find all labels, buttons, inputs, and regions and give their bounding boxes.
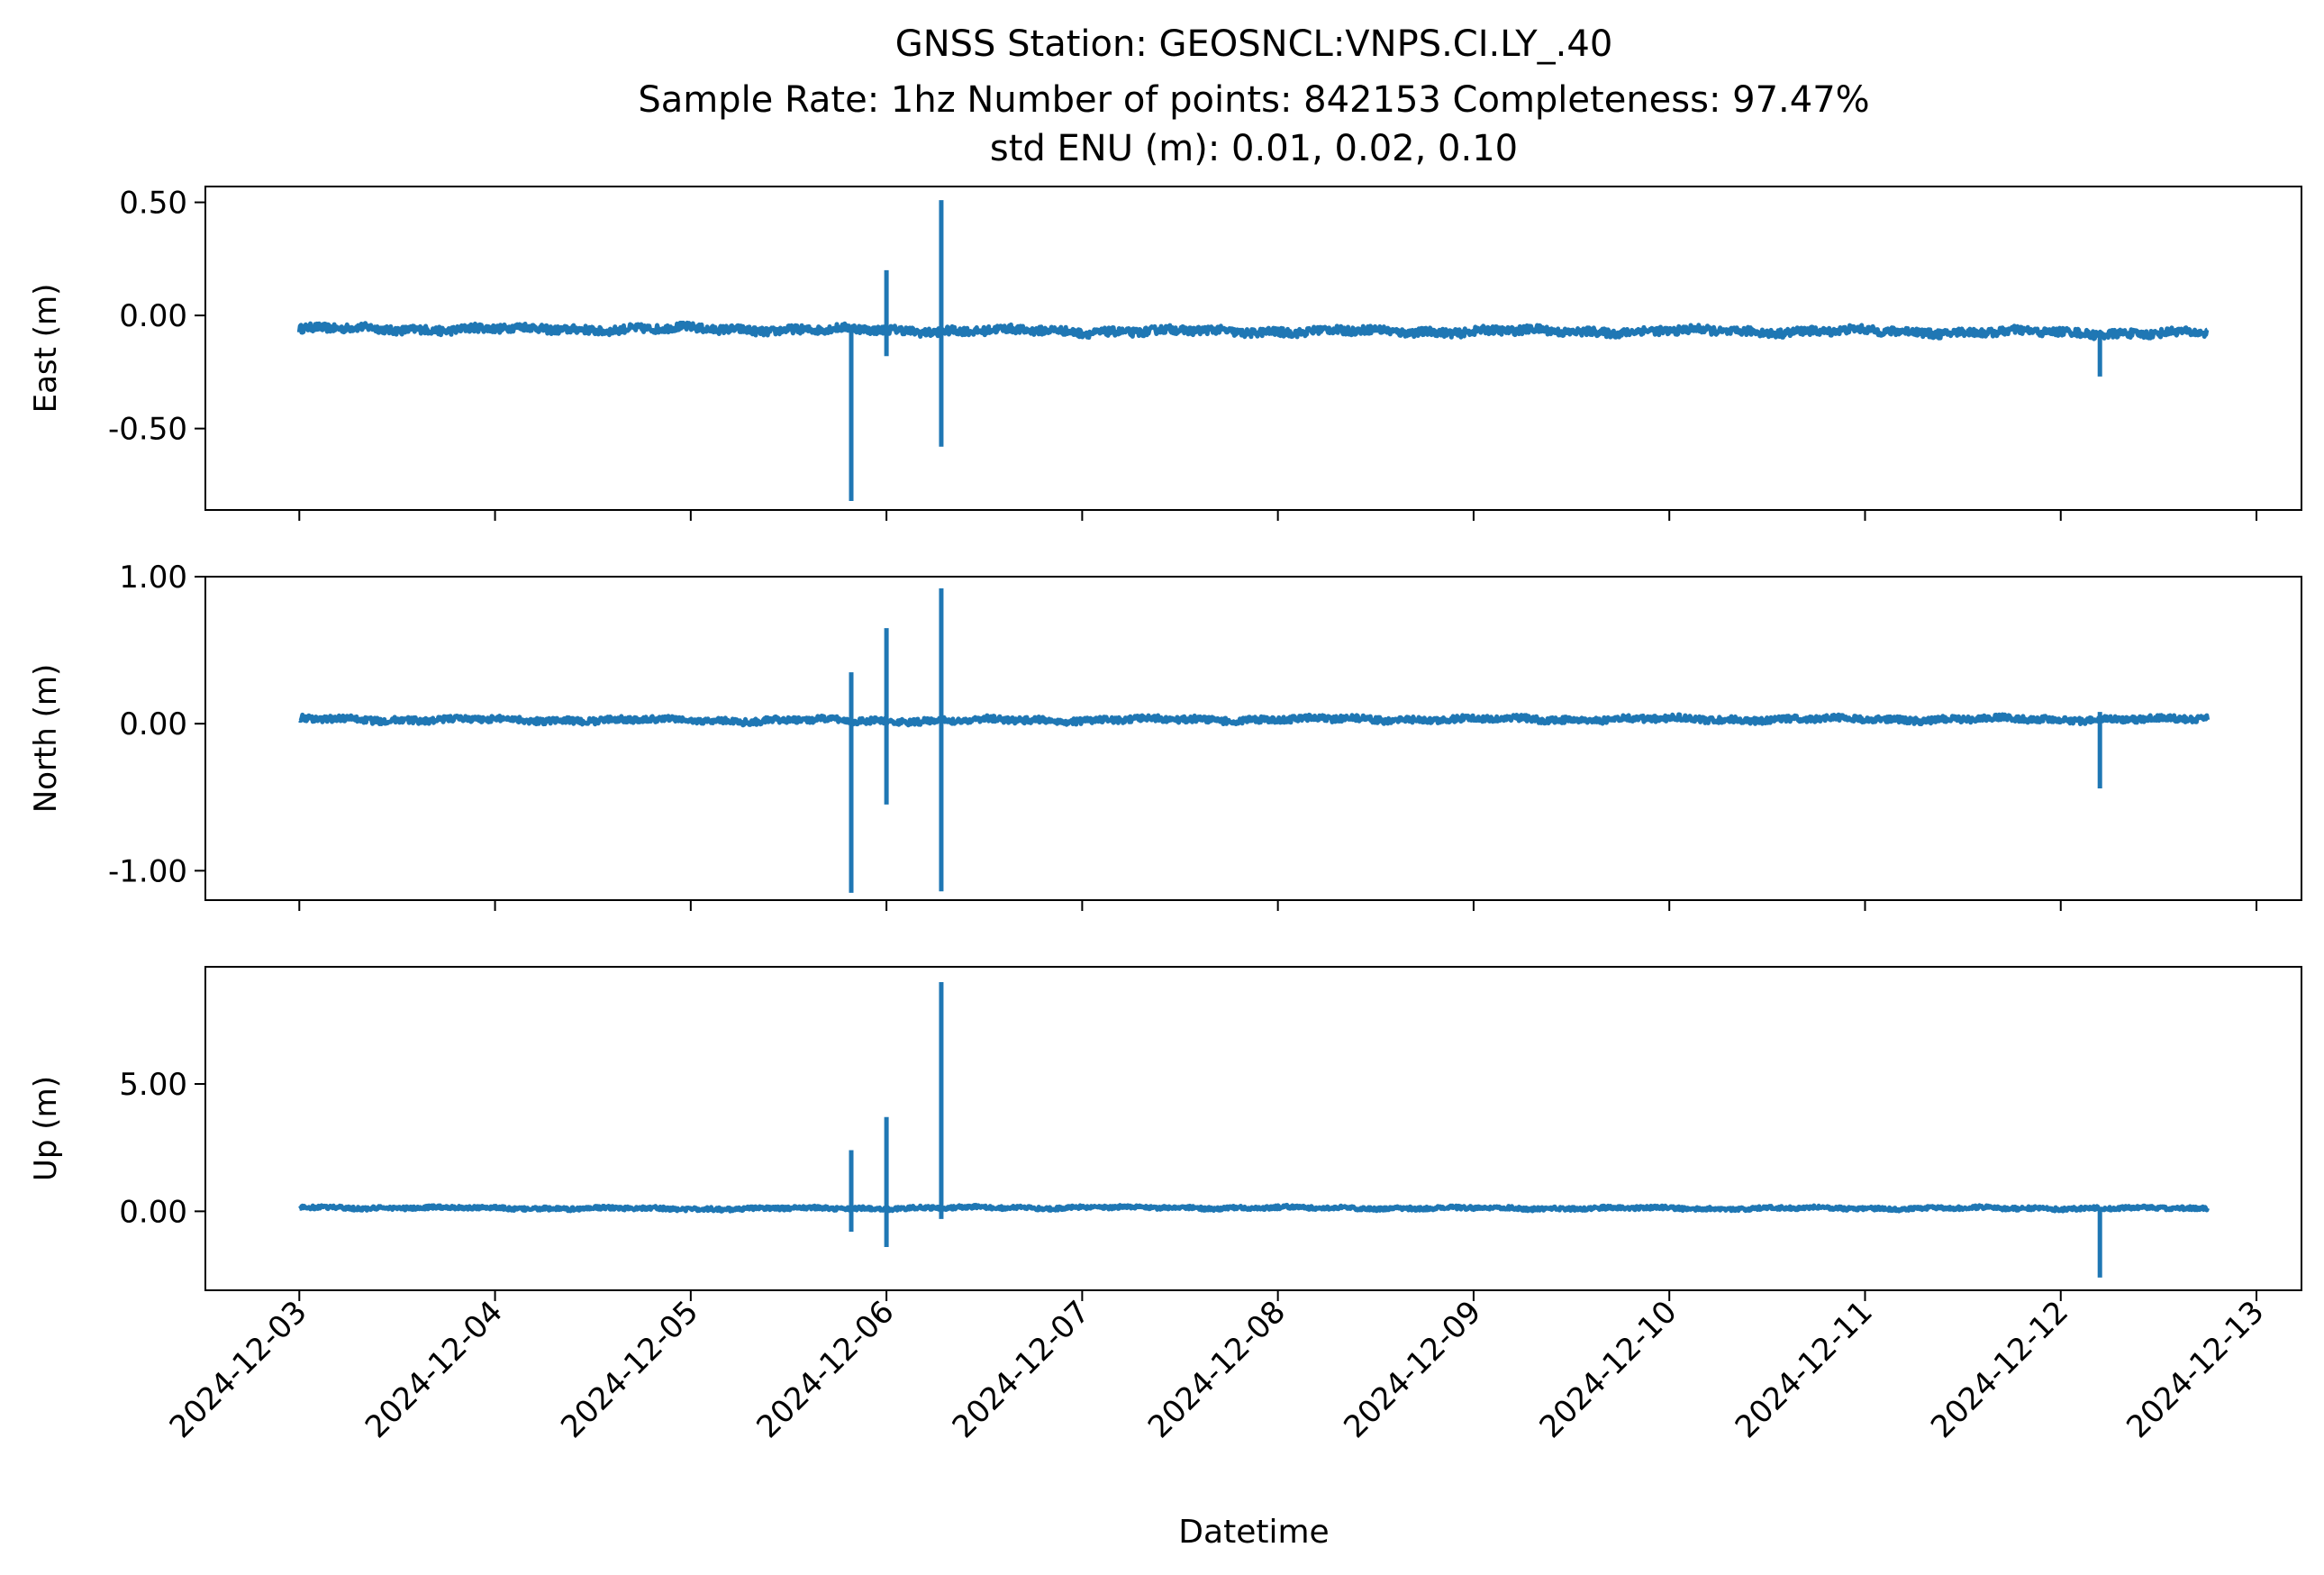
y-tick-label-0-1: 0.00 [119, 298, 187, 334]
title-line-3: std ENU (m): 0.01, 0.02, 0.10 [990, 128, 1518, 169]
north-panel: 1.00 0.00 -1.00 North (m) [28, 560, 2302, 911]
y-axis-label-0: East (m) [28, 284, 64, 414]
y-tick-label-0-2: -0.50 [108, 412, 187, 448]
title-line-1: GNSS Station: GEOSNCL:VNPS.CI.LY_.40 [895, 23, 1613, 65]
y-tick-label-2-0: 5.00 [119, 1067, 187, 1103]
series-line-2 [297, 1202, 2211, 1214]
title-line-2: Sample Rate: 1hz Number of points: 84215… [638, 79, 1869, 121]
y-tick-label-0-0: 0.50 [119, 186, 187, 222]
series-0 [296, 200, 2210, 501]
series-1 [297, 588, 2211, 893]
series-line-1 [297, 712, 2211, 728]
y-tick-label-1-0: 1.00 [119, 560, 187, 596]
y-axis-label-1: North (m) [28, 664, 64, 814]
x-axis-label: Datetime [1178, 1514, 1329, 1551]
y-axis-label-2: Up (m) [28, 1076, 64, 1181]
axes-frame-0 [204, 186, 2302, 511]
y-tick-label-2-1: 0.00 [119, 1194, 187, 1230]
y-tick-label-1-2: -1.00 [108, 853, 187, 889]
series-line-0 [296, 320, 2210, 341]
series-2 [297, 981, 2211, 1278]
axes-frame-2 [204, 966, 2302, 1291]
east-panel: 0.50 0.00 -0.50 East (m) [28, 186, 2302, 521]
axes-frame-1 [204, 576, 2302, 901]
y-tick-label-1-1: 0.00 [119, 706, 187, 742]
